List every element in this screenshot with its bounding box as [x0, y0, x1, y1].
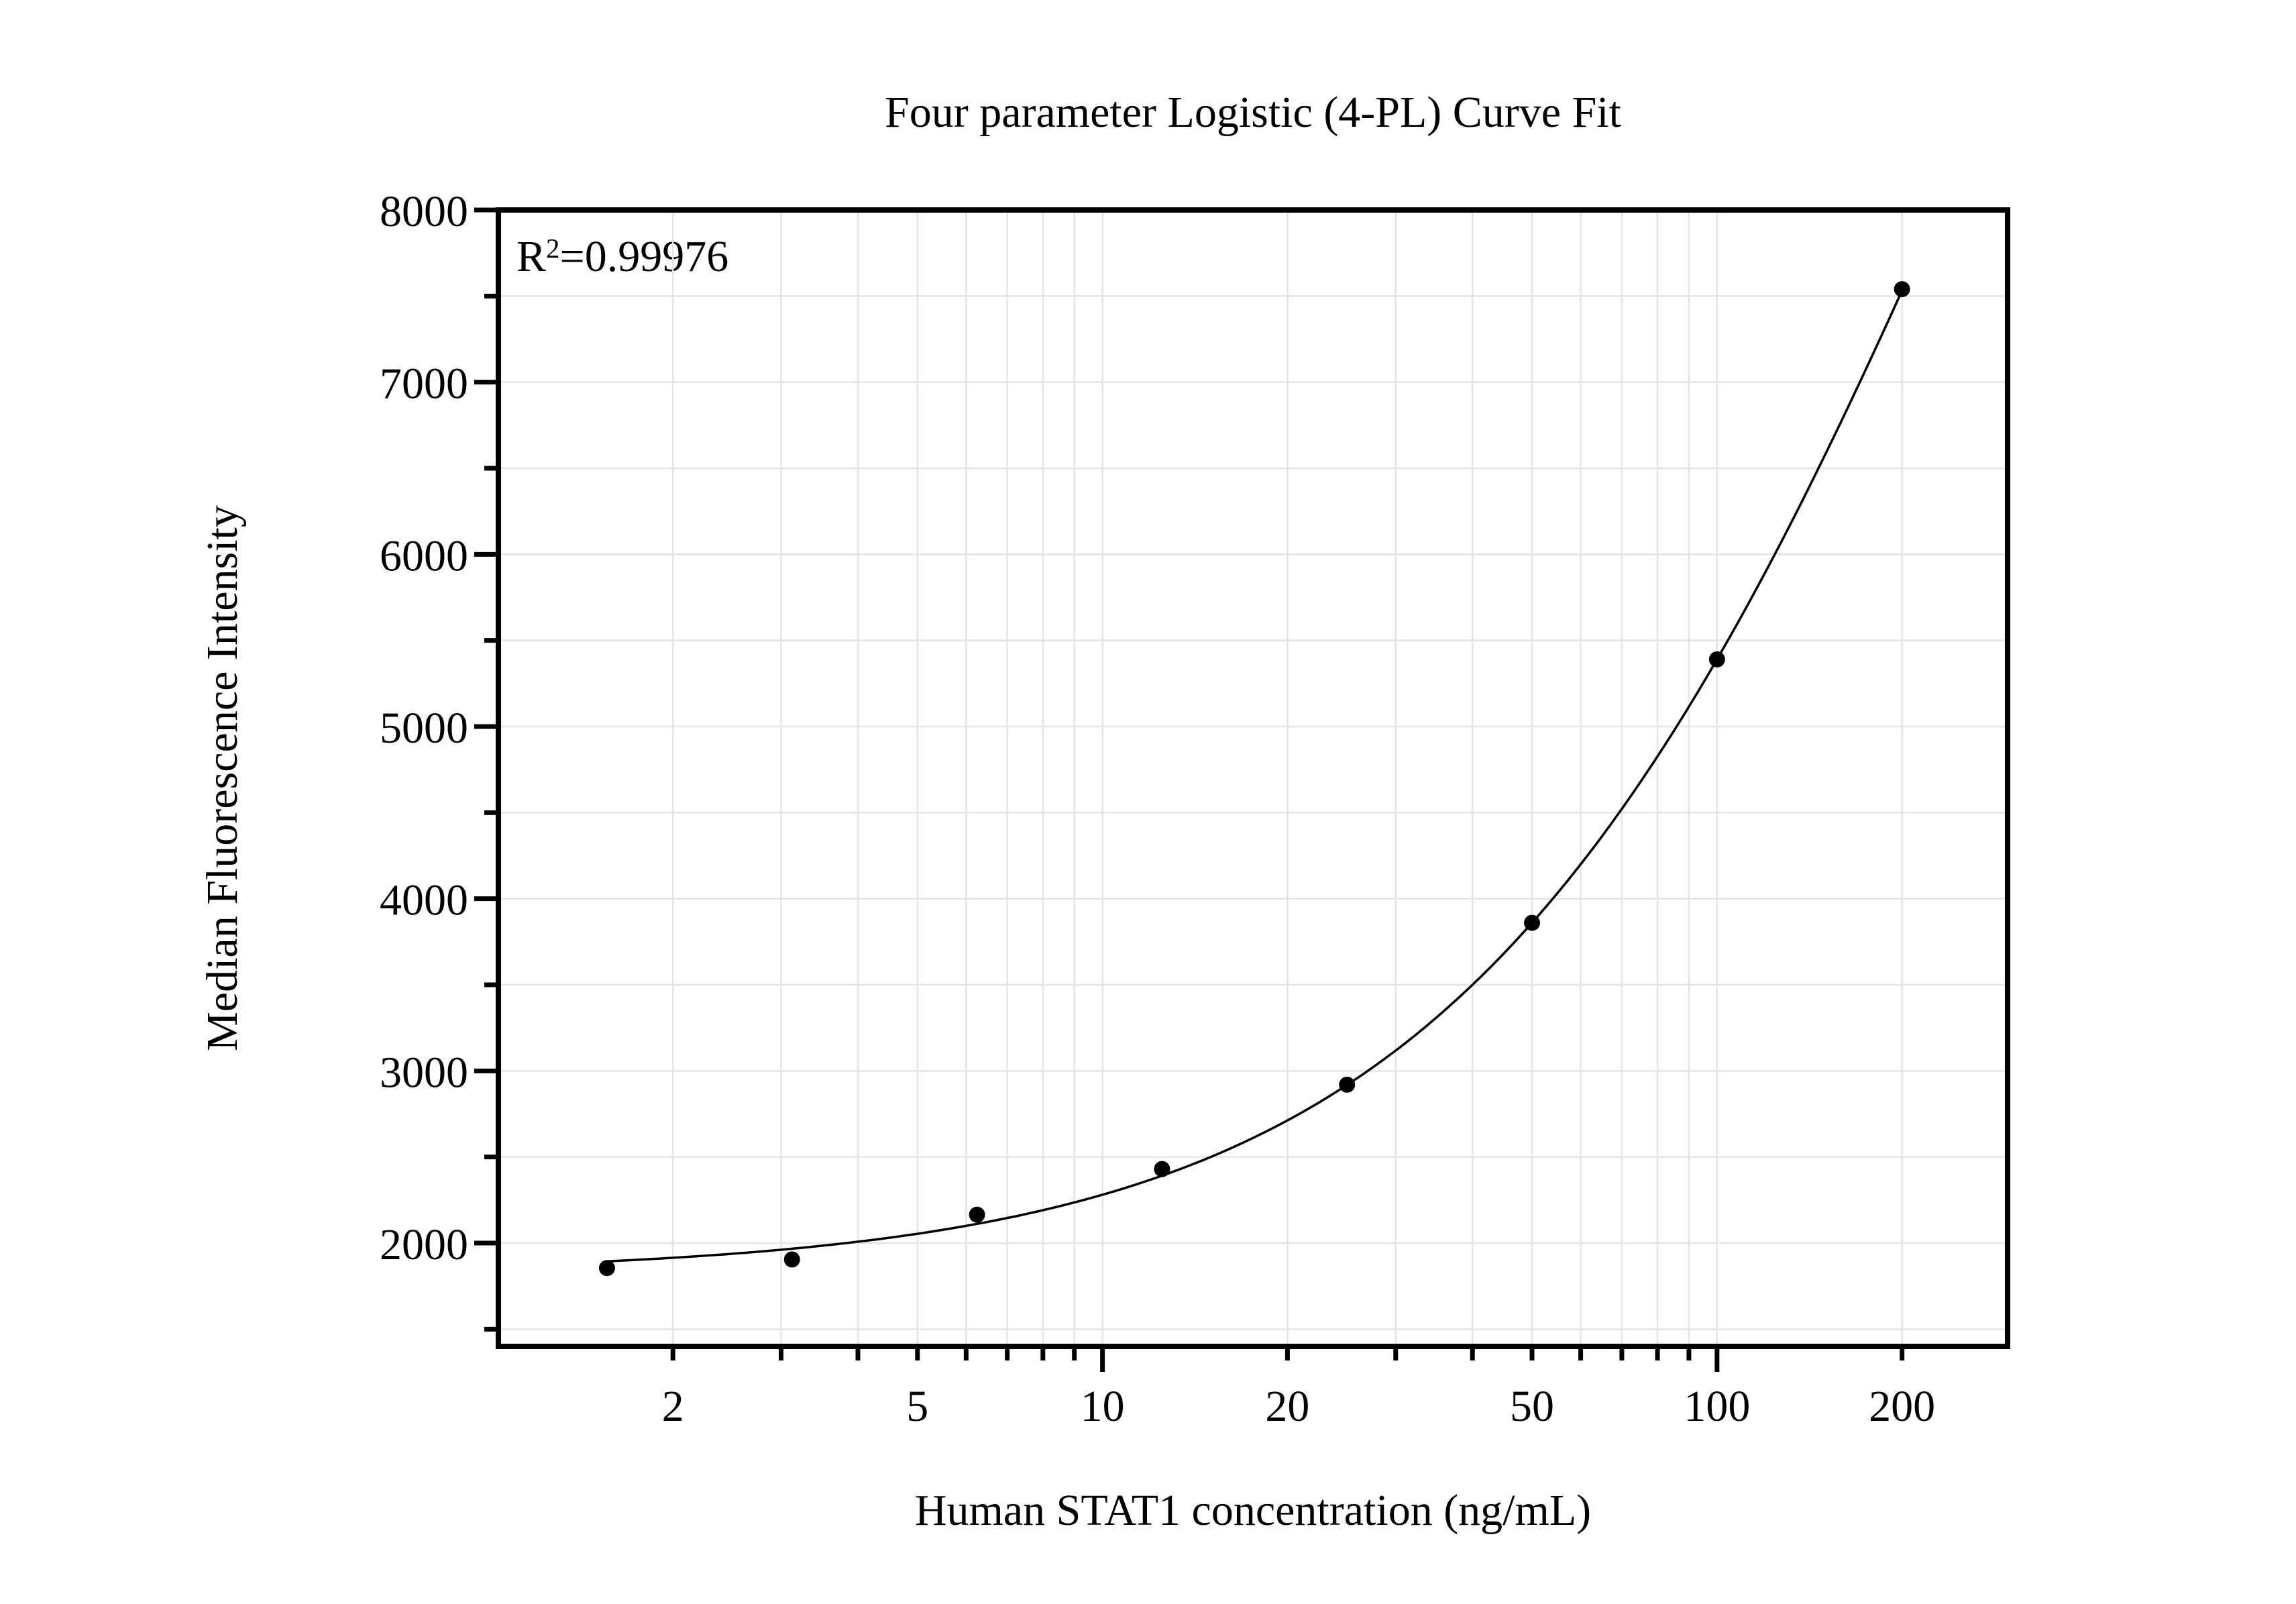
y-tick-label: 4000: [380, 876, 468, 925]
y-tick-label: 2000: [380, 1220, 468, 1269]
r-squared-exponent: 2: [546, 233, 560, 264]
x-tick-label: 50: [1510, 1382, 1554, 1431]
y-tick-label: 3000: [380, 1048, 468, 1097]
data-point: [1894, 281, 1910, 298]
x-tick-label: 20: [1265, 1382, 1309, 1431]
data-point: [1339, 1076, 1356, 1093]
fit-curve: [606, 290, 1904, 1263]
plot-frame: [496, 207, 2010, 1349]
x-tick-label: 10: [1081, 1382, 1125, 1431]
x-tick-label: 200: [1869, 1382, 1935, 1431]
data-point: [1708, 651, 1725, 667]
data-point: [1524, 914, 1541, 931]
r-squared-annotation: R2=0.99976: [516, 233, 728, 286]
x-tick-label: 5: [906, 1382, 928, 1431]
data-point: [783, 1251, 800, 1268]
y-tick-label: 5000: [380, 704, 468, 753]
x-axis-title: Human STAT1 concentration (ng/mL): [914, 1486, 1592, 1535]
x-tick-label: 2: [662, 1382, 684, 1431]
x-tick-label: 100: [1684, 1382, 1750, 1431]
data-point: [969, 1206, 985, 1223]
data-point: [1154, 1161, 1170, 1177]
y-tick-label: 7000: [380, 360, 468, 409]
data-point: [598, 1260, 615, 1277]
chart-title: Four parameter Logistic (4-PL) Curve Fit: [885, 88, 1621, 137]
r-squared-value: =0.99976: [559, 232, 729, 281]
y-tick-label: 6000: [380, 531, 468, 580]
y-tick-label: 8000: [380, 187, 468, 236]
r-squared-prefix: R: [516, 232, 547, 281]
